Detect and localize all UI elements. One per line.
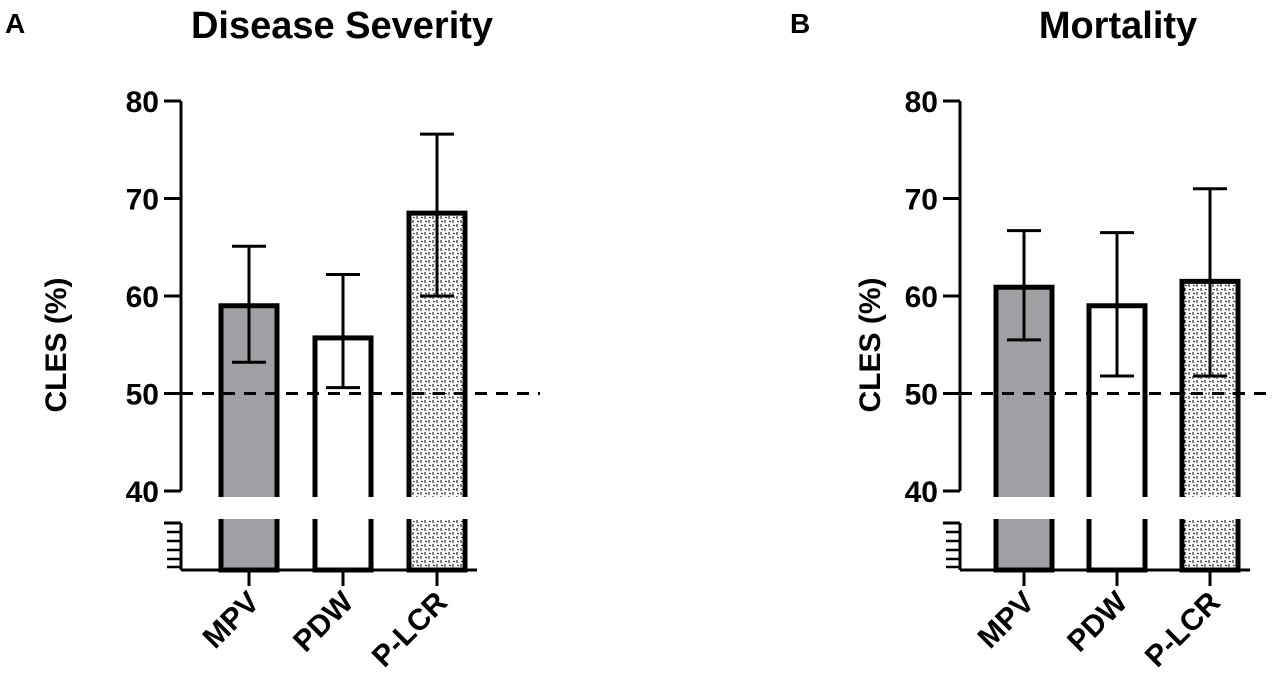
axis-break-gap [156,497,477,519]
y-tick-label: 70 [905,184,938,217]
y-tick-label: 60 [126,281,159,314]
x-tick-label-pdw: PDW [287,585,360,658]
panel-a-title: Disease Severity [191,5,493,47]
panel-b-y-axis-label: CLES (%) [854,278,887,413]
axis-break-gap [935,497,1250,519]
x-tick-label-mpv: MPV [972,586,1041,655]
panel-b-title: Mortality [1039,5,1197,47]
x-tick-label-pdw: PDW [1061,585,1134,658]
x-tick-label-plcr: P-LCR [1139,585,1227,673]
panel-b-plot: 40 50 60 70 80 MPV PDW P-LCR [905,86,1275,674]
y-tick-label: 80 [905,86,938,119]
x-tick-label-mpv: MPV [197,586,266,655]
panel-a: A Disease Severity CLES (%) 40 50 60 70 80 MP… [5,5,540,674]
panel-b-letter: B [790,8,810,39]
panel-a-letter: A [5,8,25,39]
y-tick-label: 40 [126,476,159,509]
x-tick-label-plcr: P-LCR [366,585,454,673]
panel-b: B Mortality CLES (%) 40 50 60 70 80 MPV PDW P-L… [790,5,1275,674]
panel-a-plot: 40 50 60 70 80 MPV PDW P-LCR [126,86,540,674]
y-tick-label: 70 [126,184,159,217]
panel-a-y-axis-label: CLES (%) [40,278,73,413]
y-tick-label: 40 [905,476,938,509]
y-tick-label: 50 [126,379,159,412]
y-tick-label: 50 [905,379,938,412]
y-tick-label: 80 [126,86,159,119]
y-tick-label: 60 [905,281,938,314]
